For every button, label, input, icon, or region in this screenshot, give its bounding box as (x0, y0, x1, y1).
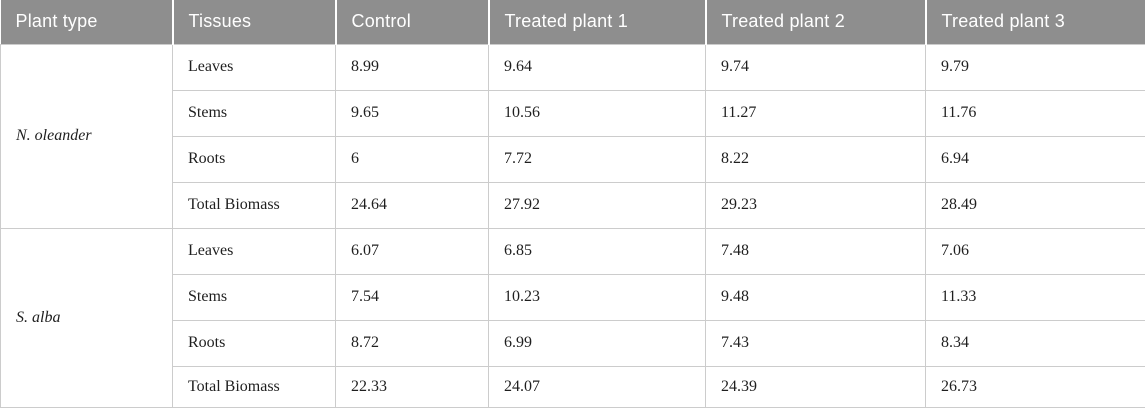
value-cell: 7.54 (335, 273, 489, 321)
tissue-cell: Roots (172, 135, 336, 183)
table-header: Plant type Tissues Control Treated plant… (0, 0, 1145, 44)
col-header-treated-plant-3: Treated plant 3 (924, 0, 1145, 44)
col-header-plant-type: Plant type (0, 0, 173, 44)
header-row: Plant type Tissues Control Treated plant… (0, 0, 1145, 44)
value-cell: 6.94 (925, 135, 1145, 183)
value-cell: 10.56 (488, 89, 706, 137)
plant-type-cell-s-alba: S. alba (0, 227, 173, 408)
value-cell: 11.33 (925, 273, 1145, 321)
tissue-cell: Roots (172, 319, 336, 367)
value-cell: 24.39 (705, 365, 926, 408)
table-row: Roots 8.72 6.99 7.43 8.34 (1, 319, 1145, 367)
tissue-cell: Total Biomass (172, 181, 336, 229)
col-header-treated-plant-2: Treated plant 2 (704, 0, 926, 44)
value-cell: 10.23 (488, 273, 706, 321)
value-cell: 7.72 (488, 135, 706, 183)
value-cell: 9.64 (488, 43, 706, 91)
value-cell: 8.72 (335, 319, 489, 367)
value-cell: 24.64 (335, 181, 489, 229)
tissue-cell: Stems (172, 89, 336, 137)
value-cell: 8.22 (705, 135, 926, 183)
col-header-treated-plant-1: Treated plant 1 (487, 0, 706, 44)
value-cell: 6 (335, 135, 489, 183)
tissue-cell: Stems (172, 273, 336, 321)
value-cell: 11.27 (705, 89, 926, 137)
table-row: Stems 7.54 10.23 9.48 11.33 (1, 273, 1145, 321)
value-cell: 28.49 (925, 181, 1145, 229)
table-row: Stems 9.65 10.56 11.27 11.76 (1, 89, 1145, 137)
col-header-tissues: Tissues (171, 0, 336, 44)
value-cell: 29.23 (705, 181, 926, 229)
table-row: S. alba Leaves 6.07 6.85 7.48 7.06 (0, 227, 1145, 408)
value-cell: 11.76 (925, 89, 1145, 137)
value-cell: 8.34 (925, 319, 1145, 367)
col-header-control: Control (334, 0, 489, 44)
value-cell: 8.99 (335, 43, 489, 91)
value-cell: 7.48 (705, 227, 926, 275)
value-cell: 6.99 (488, 319, 706, 367)
value-cell: 9.79 (925, 43, 1145, 91)
plant-type-cell-n-oleander: N. oleander (0, 43, 173, 229)
value-cell: 9.48 (705, 273, 926, 321)
tissue-cell: Total Biomass (172, 365, 336, 408)
tissue-cell: Leaves (172, 43, 336, 91)
value-cell: 27.92 (488, 181, 706, 229)
table-row: Total Biomass 24.64 27.92 29.23 28.49 (1, 181, 1145, 229)
value-cell: 6.85 (488, 227, 706, 275)
value-cell: 7.43 (705, 319, 926, 367)
table-row: Total Biomass 22.33 24.07 24.39 26.73 (1, 365, 1145, 408)
value-cell: 24.07 (488, 365, 706, 408)
value-cell: 9.65 (335, 89, 489, 137)
value-cell: 7.06 (925, 227, 1145, 275)
value-cell: 9.74 (705, 43, 926, 91)
tissue-cell: Leaves (172, 227, 336, 275)
value-cell: 22.33 (335, 365, 489, 408)
value-cell: 6.07 (335, 227, 489, 275)
table-body: N. oleander Leaves 8.99 9.64 9.74 9.79 S… (0, 43, 1145, 408)
table-row: Roots 6 7.72 8.22 6.94 (1, 135, 1145, 183)
table-row: N. oleander Leaves 8.99 9.64 9.74 9.79 (0, 43, 1145, 229)
value-cell: 26.73 (925, 365, 1145, 408)
